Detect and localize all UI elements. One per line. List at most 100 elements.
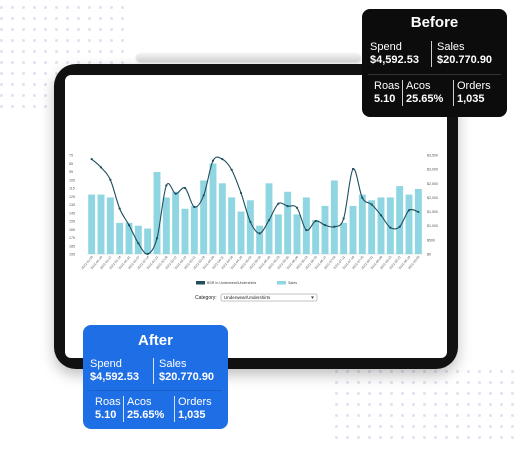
bsr-point	[407, 209, 411, 212]
dot	[445, 403, 448, 406]
sales-bar	[228, 197, 236, 254]
after-orders-label: Orders	[178, 396, 212, 408]
dot	[467, 425, 470, 428]
dot	[99, 6, 102, 9]
dot	[0, 83, 3, 86]
dot	[412, 392, 415, 395]
dot	[511, 403, 514, 406]
sales-bar	[88, 194, 96, 254]
left-axis-tick-label: 155	[69, 220, 75, 224]
right-axis-tick-label: $1,500	[427, 210, 438, 214]
after-spend: Spend $4,592.53	[90, 358, 139, 384]
bsr-point	[202, 194, 205, 197]
dot	[500, 414, 503, 417]
dot	[412, 425, 415, 428]
sales-bar	[97, 194, 105, 254]
dot	[368, 436, 371, 439]
dot	[11, 94, 14, 97]
category-select[interactable]	[220, 293, 318, 302]
after-divider	[174, 396, 175, 422]
left-axis-tick-label: 135	[69, 203, 75, 207]
sales-bar	[312, 220, 320, 254]
dot	[412, 436, 415, 439]
dot	[121, 6, 124, 9]
left-axis-tick-label: 145	[69, 211, 75, 215]
dot	[423, 381, 426, 384]
dot	[456, 370, 459, 373]
bsr-point	[193, 205, 196, 209]
after-roas: Roas 5.10	[95, 396, 121, 422]
dot	[335, 370, 338, 373]
legend-label-sales: Sales	[288, 281, 297, 285]
dot	[390, 414, 393, 417]
dot	[121, 61, 124, 64]
dot	[66, 61, 69, 64]
dot	[467, 381, 470, 384]
sales-bar	[162, 197, 170, 254]
dot	[110, 50, 113, 53]
dot	[0, 17, 3, 20]
dot	[434, 381, 437, 384]
dot	[379, 392, 382, 395]
dot	[489, 370, 492, 373]
dot	[0, 61, 3, 64]
dot	[88, 50, 91, 53]
dot	[55, 61, 58, 64]
dot	[434, 403, 437, 406]
dot	[368, 381, 371, 384]
dot	[445, 425, 448, 428]
left-axis-tick-label: 95	[69, 170, 73, 174]
sales-bar	[330, 180, 338, 254]
right-axis-tick-label: $3,500	[427, 154, 438, 158]
bsr-point	[398, 225, 401, 228]
dot	[500, 392, 503, 395]
dot	[401, 414, 404, 417]
before-title: Before	[410, 14, 459, 31]
bsr-point	[137, 242, 140, 245]
sales-bar	[246, 200, 254, 254]
before-row-separator	[368, 74, 501, 75]
dot	[423, 403, 426, 406]
dot	[335, 425, 338, 428]
dot	[478, 403, 481, 406]
dot	[0, 105, 3, 108]
dot	[445, 414, 448, 417]
dot	[500, 370, 503, 373]
right-axis-tick-label: $0	[427, 253, 431, 257]
dot	[22, 61, 25, 64]
dot	[445, 381, 448, 384]
dot	[0, 50, 3, 53]
dot	[11, 50, 14, 53]
dot	[110, 61, 113, 64]
bsr-point	[155, 237, 159, 240]
dot	[66, 50, 69, 53]
dot	[0, 72, 3, 75]
dot	[412, 403, 415, 406]
dot	[346, 425, 349, 428]
dot	[390, 425, 393, 428]
sales-bar	[181, 208, 189, 254]
dot	[401, 436, 404, 439]
dot	[401, 403, 404, 406]
after-stats-card: After Spend $4,592.53 Sales $20.770.90 R…	[83, 325, 228, 429]
left-axis-tick-label: 125	[69, 195, 75, 199]
sales-bar	[256, 225, 264, 254]
sales-bar	[284, 191, 292, 254]
bsr-point	[258, 232, 261, 235]
dot	[467, 370, 470, 373]
dot	[478, 414, 481, 417]
dot	[401, 381, 404, 384]
dot	[379, 403, 382, 406]
dot	[401, 392, 404, 395]
after-roas-label: Roas	[95, 396, 121, 408]
dot	[44, 72, 47, 75]
dot	[346, 414, 349, 417]
dot	[77, 61, 80, 64]
dot	[412, 370, 415, 373]
dot-pattern-bottom-right	[335, 370, 525, 450]
sales-bar	[358, 194, 366, 254]
sales-bar	[209, 163, 217, 254]
sales-bar	[340, 222, 348, 254]
dot	[99, 50, 102, 53]
dot	[11, 83, 14, 86]
